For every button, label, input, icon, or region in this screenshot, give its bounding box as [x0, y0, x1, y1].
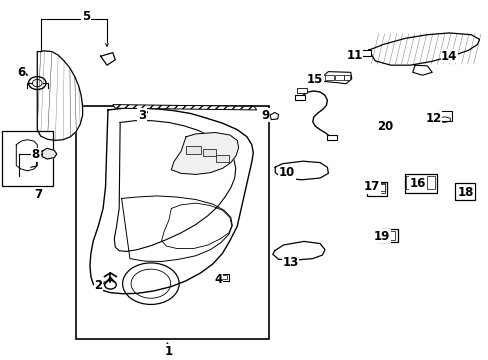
Bar	[76, 106, 268, 339]
Bar	[343, 75, 349, 80]
Bar	[295, 95, 305, 100]
Text: 14: 14	[440, 50, 457, 63]
Text: 15: 15	[306, 73, 323, 86]
Bar	[382, 231, 394, 240]
Polygon shape	[101, 53, 115, 65]
Bar	[457, 185, 471, 198]
Bar	[218, 275, 226, 279]
Polygon shape	[322, 72, 351, 84]
Bar	[359, 50, 370, 55]
Text: 17: 17	[364, 180, 380, 193]
Bar	[327, 135, 336, 140]
Text: 18: 18	[457, 186, 473, 199]
Polygon shape	[37, 51, 82, 140]
Bar	[426, 176, 434, 189]
Bar	[416, 176, 424, 189]
Text: 19: 19	[373, 230, 389, 243]
Bar	[2, 131, 53, 186]
Text: 4: 4	[214, 273, 223, 286]
Text: 12: 12	[425, 112, 441, 125]
Polygon shape	[272, 242, 325, 260]
Text: 6: 6	[17, 66, 25, 79]
Text: 20: 20	[377, 120, 393, 132]
Polygon shape	[412, 65, 431, 75]
Bar	[366, 181, 386, 196]
Text: 7: 7	[35, 188, 43, 201]
Bar	[405, 174, 436, 193]
Polygon shape	[113, 104, 256, 110]
Text: 5: 5	[81, 10, 90, 23]
Text: 3: 3	[138, 109, 146, 122]
Polygon shape	[171, 132, 238, 175]
Bar	[368, 183, 385, 193]
Bar	[454, 183, 474, 200]
Text: 2: 2	[94, 279, 102, 292]
Text: 13: 13	[282, 256, 298, 269]
Bar	[185, 147, 200, 154]
Text: 8: 8	[32, 148, 40, 161]
Text: 11: 11	[346, 49, 362, 62]
Text: 9: 9	[261, 109, 269, 122]
Bar	[202, 149, 216, 156]
Polygon shape	[368, 33, 479, 65]
Bar	[368, 184, 375, 191]
Polygon shape	[42, 148, 57, 159]
Text: 10: 10	[278, 166, 294, 179]
Bar	[436, 111, 451, 121]
Polygon shape	[275, 161, 328, 180]
Bar	[216, 155, 228, 162]
Bar	[297, 89, 306, 94]
Text: 16: 16	[409, 177, 426, 190]
Bar	[406, 176, 413, 189]
Bar	[379, 229, 397, 242]
Bar	[325, 75, 333, 80]
Bar	[215, 274, 229, 281]
Bar	[334, 75, 343, 80]
Bar	[378, 184, 385, 191]
Text: 1: 1	[164, 345, 173, 357]
Polygon shape	[269, 112, 278, 120]
